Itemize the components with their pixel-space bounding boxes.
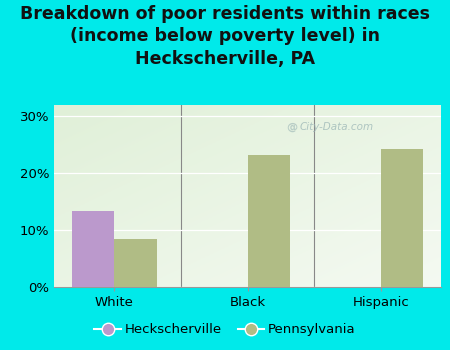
Bar	[114, 239, 157, 287]
Text: Breakdown of poor residents within races
(income below poverty level) in
Hecksch: Breakdown of poor residents within races…	[20, 5, 430, 68]
Bar	[72, 211, 114, 287]
Legend: Heckscherville, Pennsylvania: Heckscherville, Pennsylvania	[89, 318, 361, 342]
Bar	[381, 149, 423, 287]
Text: City-Data.com: City-Data.com	[299, 122, 374, 132]
Text: @: @	[287, 122, 297, 132]
Bar	[248, 155, 290, 287]
